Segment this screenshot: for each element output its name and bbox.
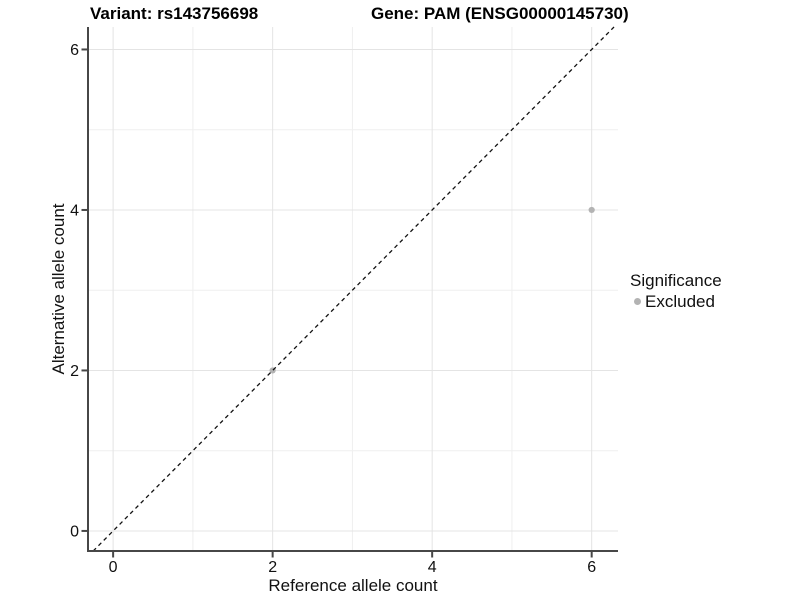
x-axis-title: Reference allele count bbox=[268, 576, 438, 595]
variant-title: Variant: rs143756698 bbox=[90, 4, 259, 23]
data-point bbox=[588, 206, 595, 214]
y-tick-label: 2 bbox=[70, 363, 79, 380]
legend-item-excluded: Excluded bbox=[630, 292, 722, 311]
y-tick-label: 0 bbox=[70, 523, 79, 540]
legend-item-label: Excluded bbox=[645, 292, 715, 311]
x-tick-label: 2 bbox=[268, 559, 277, 576]
x-tick-label: 6 bbox=[587, 559, 596, 576]
legend: Significance Excluded bbox=[630, 271, 722, 311]
x-tick-label: 0 bbox=[109, 559, 118, 576]
x-tick-label: 4 bbox=[428, 559, 437, 576]
gene-title: Gene: PAM (ENSG00000145730) bbox=[371, 4, 629, 23]
legend-title: Significance bbox=[630, 271, 722, 290]
y-axis-title: Alternative allele count bbox=[49, 203, 68, 375]
y-tick-label: 4 bbox=[70, 202, 79, 219]
y-tick-label: 6 bbox=[70, 42, 79, 59]
identity-line bbox=[92, 26, 615, 552]
legend-key-dot-icon bbox=[634, 298, 641, 305]
